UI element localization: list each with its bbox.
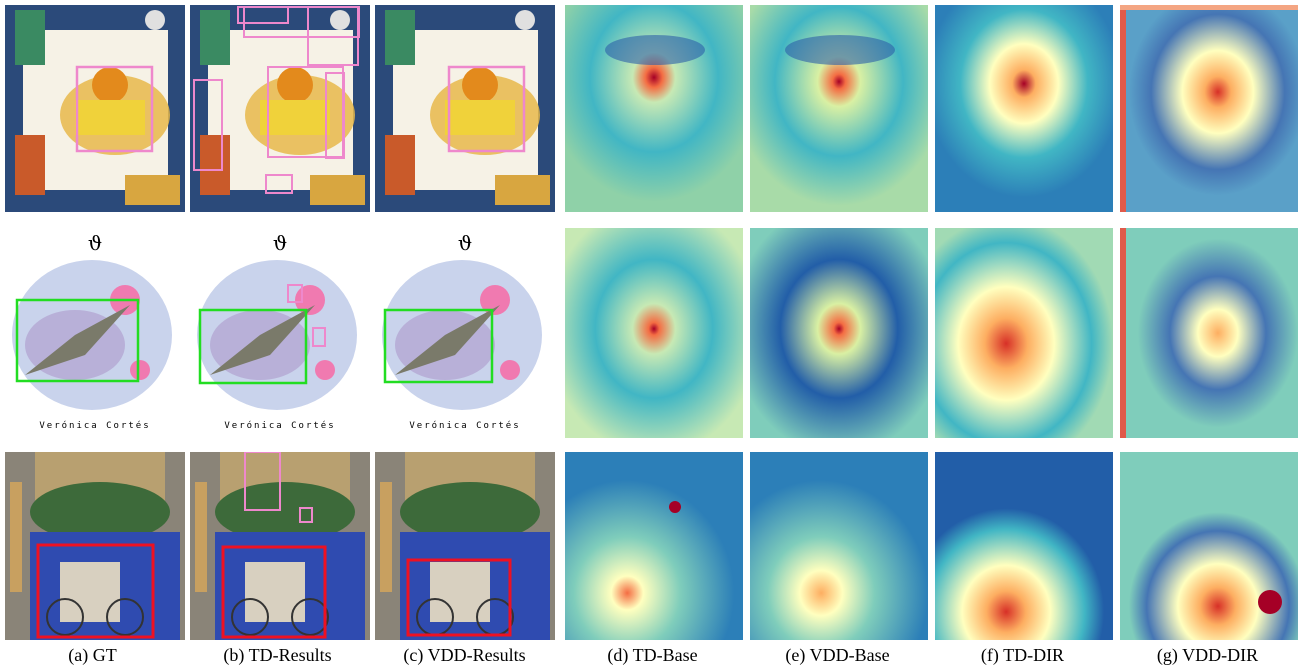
caption-g: (g) VDD-DIR xyxy=(1115,645,1300,666)
caption-a-label: (a) xyxy=(68,645,89,665)
caption-d: (d) TD-Base xyxy=(560,645,745,666)
row3-td-base-heatmap xyxy=(565,452,743,640)
row2-td-dir-heatmap xyxy=(935,228,1113,438)
caption-d-name: TD-Base xyxy=(632,645,698,665)
caption-b-name: TD-Results xyxy=(248,645,332,665)
row2-gt-signature: Verónica Cortés xyxy=(39,421,151,431)
row3-gt-image xyxy=(5,452,185,640)
row2-td-results-image: ϑ Verónica Cortés xyxy=(190,225,370,440)
svg-text:ϑ: ϑ xyxy=(273,231,287,255)
row1-td-results-image xyxy=(190,5,370,212)
row3-vdd-dir-heatmap xyxy=(1120,452,1298,640)
svg-text:ϑ: ϑ xyxy=(88,231,102,255)
row3-td-results-image xyxy=(190,452,370,640)
caption-g-name: VDD-DIR xyxy=(1182,645,1259,665)
caption-b-label: (b) xyxy=(223,645,245,665)
caption-f-name: TD-DIR xyxy=(1003,645,1065,665)
caption-c: (c) VDD-Results xyxy=(372,645,557,666)
row1-vdd-dir-heatmap xyxy=(1120,5,1298,212)
caption-d-label: (d) xyxy=(607,645,629,665)
caption-c-label: (c) xyxy=(403,645,424,665)
caption-e-name: VDD-Base xyxy=(809,645,890,665)
row2-td-results-signature: Verónica Cortés xyxy=(224,421,336,431)
caption-a: (a) GT xyxy=(0,645,185,666)
row3-td-dir-heatmap xyxy=(935,452,1113,640)
row1-td-base-heatmap xyxy=(565,5,743,212)
row2-vdd-results-signature: Verónica Cortés xyxy=(409,421,521,431)
row1-td-dir-heatmap xyxy=(935,5,1113,212)
caption-b: (b) TD-Results xyxy=(185,645,370,666)
row1-vdd-results-image xyxy=(375,5,555,212)
row2-vdd-dir-heatmap xyxy=(1120,228,1298,438)
row1-vdd-base-heatmap xyxy=(750,5,928,212)
caption-c-name: VDD-Results xyxy=(427,645,526,665)
row3-vdd-base-heatmap xyxy=(750,452,928,640)
caption-g-label: (g) xyxy=(1156,645,1178,665)
row2-td-base-heatmap xyxy=(565,228,743,438)
caption-e-label: (e) xyxy=(785,645,806,665)
caption-f: (f) TD-DIR xyxy=(930,645,1115,666)
caption-e: (e) VDD-Base xyxy=(745,645,930,666)
caption-f-label: (f) xyxy=(980,645,999,665)
caption-a-name: GT xyxy=(92,645,117,665)
row1-gt-image xyxy=(5,5,185,212)
row3-vdd-results-image xyxy=(375,452,555,640)
row2-vdd-results-image: ϑ Verónica Cortés xyxy=(375,225,555,440)
svg-text:ϑ: ϑ xyxy=(458,231,472,255)
row2-vdd-base-heatmap xyxy=(750,228,928,438)
row2-gt-image: ϑ Verónica Cortés xyxy=(5,225,185,440)
